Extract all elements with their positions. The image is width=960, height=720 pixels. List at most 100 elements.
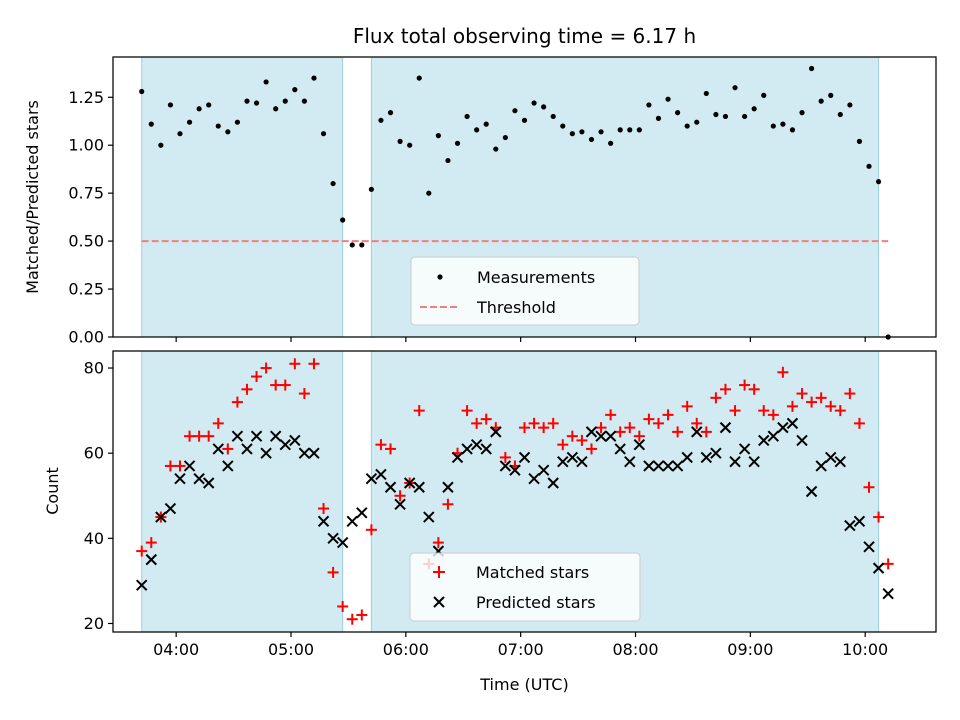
matched-star-point: [394, 490, 406, 502]
measurement-point: [828, 92, 834, 98]
matched-star-point: [672, 426, 684, 438]
top-title: Flux total observing time = 6.17 h: [353, 24, 696, 48]
predicted-star-point: [231, 430, 244, 442]
predicted-star-point: [423, 511, 435, 523]
measurement-point: [560, 123, 566, 129]
measurement-point: [483, 121, 489, 127]
matched-star-point: [595, 422, 607, 434]
bottom-xtick-label: 10:00: [842, 640, 888, 659]
measurement-point: [225, 129, 231, 135]
measurement-point: [206, 102, 212, 108]
predicted-star-point: [442, 481, 454, 493]
matched-star-point: [547, 417, 559, 429]
bottom-xtick-label: 05:00: [268, 640, 314, 659]
measurement-point: [521, 117, 528, 123]
matched-star-point: [251, 371, 263, 383]
matched-star-point: [739, 379, 751, 391]
bottom-ytick-label: 40: [84, 529, 104, 548]
measurement-point: [148, 121, 154, 127]
measurement-point: [875, 179, 882, 185]
measurement-point: [292, 87, 298, 93]
bottom-xtick-label: 04:00: [153, 640, 199, 659]
predicted-star-point: [691, 426, 703, 438]
predicted-star-point: [480, 443, 492, 455]
predicted-star-point: [681, 451, 693, 464]
bottom-legend: Matched stars Predicted stars: [409, 552, 641, 622]
measurement-point: [684, 123, 690, 129]
predicted-star-point: [528, 473, 540, 485]
measurement-point: [799, 110, 805, 116]
measurement-point: [378, 117, 384, 123]
predicted-star-point: [537, 464, 550, 476]
predicted-star-point: [748, 455, 760, 468]
predicted-star-point: [767, 430, 780, 442]
predicted-star-point: [786, 417, 799, 430]
matched-star-point: [528, 417, 540, 429]
matched-star-point: [212, 417, 224, 429]
legend-predicted-marker: [433, 596, 445, 608]
measurement-point: [780, 121, 786, 127]
bottom-ytick-label: 20: [84, 614, 104, 633]
predicted-star-point: [566, 451, 579, 464]
measurements-layer: [139, 65, 891, 340]
matched-star-point: [825, 400, 837, 412]
top-shaded-interval-0: [141, 57, 343, 337]
predicted-star-point: [403, 477, 416, 489]
legend-measurements-marker: [437, 274, 443, 280]
matched-star-point: [614, 426, 626, 438]
matched-star-point: [471, 417, 483, 429]
top-ylabel: Matched/Predicted stars: [23, 100, 42, 294]
top-ytick-label: 1.00: [68, 136, 104, 155]
matched-star-point: [337, 600, 349, 612]
bottom-xtick-label: 07:00: [498, 640, 544, 659]
measurement-point: [387, 110, 394, 116]
matched-star-point: [844, 388, 856, 400]
predicted-star-point: [490, 426, 502, 438]
measurement-point: [808, 65, 815, 72]
predicted-star-point: [336, 536, 349, 549]
measurement-point: [320, 131, 327, 137]
measurement-point: [818, 98, 824, 104]
legend-matched-marker: [433, 566, 445, 578]
matched-star-point: [222, 443, 234, 455]
legend-predicted-label: Predicted stars: [476, 593, 596, 612]
matched-star-point: [806, 396, 818, 408]
matched-star-point: [585, 443, 597, 455]
matched-star-point: [834, 405, 846, 417]
matched-star-point: [748, 383, 760, 395]
bottom-xtick-label: 09:00: [727, 640, 773, 659]
measurement-point: [751, 106, 757, 112]
predicted-star-point: [375, 468, 387, 481]
measurement-point: [474, 127, 480, 133]
matched-star-point: [308, 358, 320, 370]
predicted-star-point: [451, 451, 464, 464]
matched-star-point: [318, 503, 330, 515]
predicted-star-point: [193, 473, 205, 485]
matched-star-point: [729, 405, 741, 417]
measurement-point: [282, 98, 288, 104]
predicted-star-point: [796, 434, 808, 447]
predicted-star-point: [365, 473, 378, 485]
measurement-point: [837, 111, 843, 118]
predicted-star-point: [308, 447, 320, 459]
matched-star-point: [777, 366, 789, 378]
bottom-panel: 20 40 60 80 04:00 05:00 06:00 07:00 08:00 09:00 1…: [43, 350, 937, 694]
predicted-star-point: [585, 426, 598, 438]
matched-star-point: [346, 613, 358, 625]
matched-star-point: [279, 379, 291, 391]
matched-star-point: [557, 439, 569, 451]
measurement-point: [454, 140, 461, 146]
measurement-point: [407, 142, 413, 148]
matched-star-point: [566, 430, 578, 442]
measurement-point: [847, 102, 853, 108]
top-ytick-label: 0.25: [68, 280, 104, 299]
measurement-point: [770, 123, 776, 129]
top-panel: Flux total observing time = 6.17 h 0.000…: [23, 24, 937, 347]
measurement-point: [177, 131, 183, 137]
measurement-point: [531, 100, 537, 106]
top-legend: Measurements Threshold: [410, 256, 640, 326]
measurement-point: [416, 75, 422, 81]
top-ytick-label: 0.50: [68, 232, 104, 251]
bottom-ytick-label: 80: [84, 359, 104, 378]
matched-star-point: [356, 609, 368, 621]
